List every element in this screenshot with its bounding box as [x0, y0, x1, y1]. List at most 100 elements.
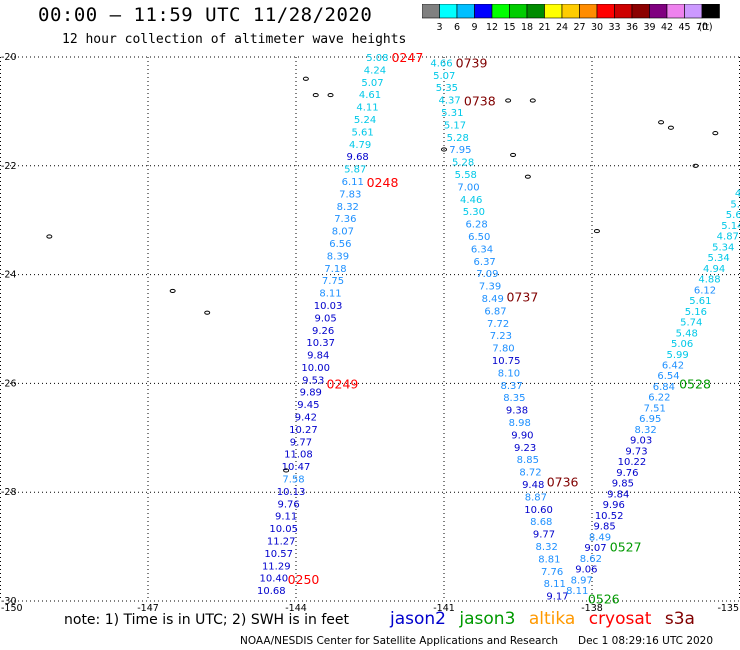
y-tick-label: -22 — [1, 161, 17, 172]
track-cryosat: 5.084.24 5.074.61 4.115.245.61 4.799.68 5.87… — [257, 50, 423, 597]
wave-height-value: 10.00 — [301, 363, 330, 374]
wave-height-value: 4.92 — [735, 189, 740, 200]
wave-height-value: 9.05 — [314, 313, 336, 324]
wave-height-value: 5.17 — [444, 120, 466, 131]
wave-height-value: 8.37 — [500, 381, 522, 392]
wave-height-chart: -20 -22 -24 -26 -28 -30-150 -147 -144 -141 -138 -1… — [0, 50, 740, 612]
wave-height-value: 5.74 — [680, 318, 702, 329]
island-outline — [327, 92, 334, 98]
wave-height-value: 11.29 — [262, 561, 291, 572]
wave-height-value: 9.90 — [511, 430, 533, 441]
wave-height-value: 10.47 — [282, 462, 311, 473]
footer-note: note: 1) Time is in UTC; 2) SWH is in fe… — [64, 612, 350, 628]
wave-height-value: 6.22 — [648, 393, 670, 404]
pass-time-label: 0249 — [327, 376, 359, 391]
wave-height-value: 7.80 — [492, 344, 514, 355]
wave-height-value: 5.99 — [666, 350, 688, 361]
wave-height-value: 10.60 — [524, 505, 553, 516]
wave-height-value: 4.79 — [349, 140, 371, 151]
colorbar-tick-label: 24 — [556, 22, 568, 33]
wave-height-value: 6.28 — [465, 220, 487, 231]
wave-height-value: 7.75 — [322, 276, 344, 287]
colorbar-tick-label: 30 — [591, 22, 603, 33]
wave-height-value: 4.66 — [430, 58, 452, 69]
x-tick-label: -147 — [137, 603, 159, 612]
wave-height-value: 5.58 — [455, 170, 477, 181]
wave-height-value: 4.46 — [460, 195, 482, 206]
wave-height-value: 6.34 — [471, 244, 493, 255]
island-outline — [46, 234, 53, 239]
wave-height-value: 10.57 — [264, 549, 293, 560]
island-outline — [712, 131, 719, 136]
pass-time-label: 0250 — [288, 572, 320, 587]
wave-height-value: 9.96 — [603, 500, 625, 511]
wave-height-value: 6.11 — [342, 177, 364, 188]
island-outline — [658, 120, 665, 125]
island-outline — [441, 147, 447, 152]
wave-height-value: 5.48 — [676, 328, 698, 339]
wave-height-value: 5.28 — [452, 158, 474, 169]
wave-height-value: 9.26 — [312, 326, 334, 337]
wave-height-value: 5.35 — [436, 83, 458, 94]
wave-height-value: 9.07 — [584, 543, 606, 554]
chart-title: 00:00 – 11:59 UTC 11/28/2020 — [38, 4, 373, 26]
island-outline — [529, 98, 536, 103]
wave-height-value: 9.84 — [607, 489, 629, 500]
wave-height-value: 5.61 — [689, 296, 711, 307]
wave-height-value: 10.03 — [314, 301, 343, 312]
wave-height-value: 7.58 — [282, 475, 304, 486]
colorbar-tick-label: 12 — [486, 22, 498, 33]
wave-height-value: 9.84 — [307, 351, 329, 362]
wave-height-value: 8.87 — [525, 492, 547, 503]
wave-height-value: 10.22 — [618, 457, 647, 468]
colorbar-swatch — [701, 4, 720, 19]
wave-height-value: 9.77 — [290, 437, 312, 448]
wave-height-value: 10.75 — [492, 356, 521, 367]
wave-height-value: 7.23 — [490, 331, 512, 342]
colorbar-tick-label: 3 — [436, 22, 442, 33]
wave-height-value: 10.52 — [595, 511, 624, 522]
x-tick-label: -144 — [285, 603, 307, 612]
pass-time-label: 0738 — [464, 94, 496, 109]
colorbar-tick-label: 27 — [573, 22, 585, 33]
colorbar-tick-label: 9 — [471, 22, 477, 33]
wave-height-value: 9.89 — [300, 388, 322, 399]
pass-time-label: 0739 — [456, 55, 488, 70]
wave-height-value: 9.06 — [575, 565, 597, 576]
x-tick-label: -138 — [581, 603, 603, 612]
wave-height-value: 4.61 — [359, 90, 381, 101]
wave-height-value: 10.05 — [269, 524, 298, 535]
wave-height-value: 5.22 — [730, 199, 740, 210]
legend-altika: altika — [528, 609, 576, 629]
credit-line: NOAA/NESDIS Center for Satellite Applica… — [240, 635, 558, 647]
island-outline — [312, 92, 319, 98]
wave-height-value: 8.11 — [319, 289, 341, 300]
colorbar-tick-label: 21 — [538, 22, 550, 33]
wave-height-value: 10.13 — [277, 487, 306, 498]
wave-height-value: 6.12 — [694, 285, 716, 296]
track-jason3: 5.25.25.644.925.225.645.144.875.345.344.… — [566, 178, 740, 606]
wave-height-value: 8.10 — [498, 368, 520, 379]
wave-height-value: 5.07 — [361, 78, 383, 89]
island-outline — [204, 310, 211, 315]
wave-height-value: 11.08 — [284, 450, 313, 461]
wave-height-value: 8.49 — [589, 532, 611, 543]
wave-height-value: 5.14 — [721, 221, 740, 232]
y-tick-label: -20 — [1, 52, 17, 63]
satellite-legend: jason2 jason3 altika cryosat s3a — [390, 609, 703, 629]
wave-height-value: 8.72 — [519, 468, 541, 479]
wave-height-value: 5.61 — [351, 127, 373, 138]
pass-time-label: 0736 — [547, 474, 579, 489]
wave-height-value: 6.42 — [662, 360, 684, 371]
wave-height-value: 7.72 — [487, 319, 509, 330]
wave-height-value: 10.27 — [289, 425, 318, 436]
wave-height-value: 5.24 — [354, 115, 376, 126]
wave-height-value: 8.11 — [566, 586, 588, 597]
wave-height-value: 4.87 — [717, 232, 739, 243]
x-tick-label: -135 — [717, 603, 739, 612]
wave-height-value: 5.08 — [366, 53, 388, 64]
wave-height-value: 4.94 — [703, 264, 725, 275]
wave-height-value: 11.27 — [267, 537, 296, 548]
x-tick-label: -141 — [433, 603, 455, 612]
wave-height-value: 4.24 — [364, 65, 386, 76]
